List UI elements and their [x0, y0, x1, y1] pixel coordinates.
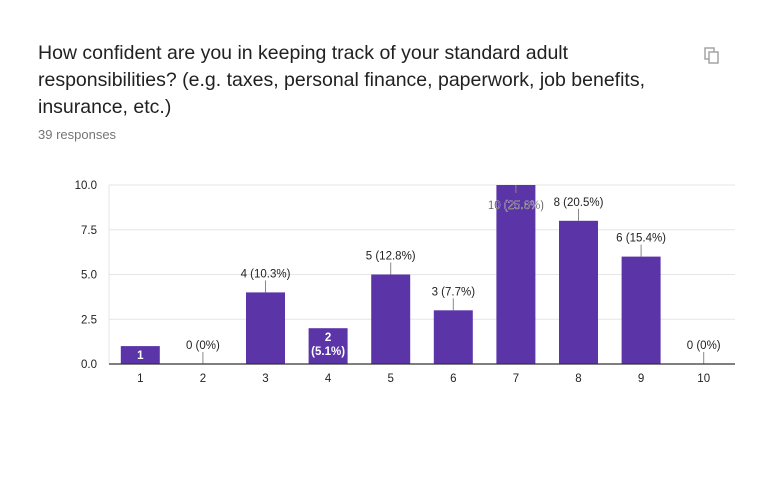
data-label: 6 (15.4%)	[616, 233, 666, 245]
copy-icon[interactable]	[702, 45, 722, 65]
data-label: 0 (0%)	[687, 340, 721, 352]
x-tick-label: 1	[137, 373, 143, 385]
data-label: 10 (25.6%)	[488, 200, 544, 212]
y-tick-label: 0.0	[81, 359, 97, 371]
x-tick-label: 2	[200, 373, 206, 385]
x-tick-label: 10	[697, 373, 710, 385]
y-tick-label: 2.5	[81, 314, 97, 326]
data-label: 4 (10.3%)	[241, 268, 291, 280]
bar	[246, 292, 285, 364]
bar	[496, 185, 536, 364]
question-title: How confident are you in keeping track o…	[38, 42, 646, 118]
bar	[559, 220, 598, 364]
y-tick-label: 10.0	[75, 180, 97, 192]
x-tick-label: 4	[325, 373, 332, 385]
data-label: (2.6%)	[123, 364, 157, 376]
bar	[120, 346, 160, 364]
y-tick-label: 7.5	[81, 225, 97, 237]
bar	[433, 310, 473, 364]
x-tick-label: 8	[575, 373, 581, 385]
x-tick-label: 9	[638, 373, 644, 385]
data-label: 3 (7.7%)	[432, 286, 476, 298]
data-label: 1	[137, 350, 144, 362]
bar	[371, 274, 411, 364]
x-tick-label: 5	[387, 373, 393, 385]
data-label: (5.1%)	[311, 346, 345, 358]
bar	[621, 256, 661, 364]
data-label: 5 (12.8%)	[366, 251, 416, 263]
data-label: 0 (0%)	[186, 340, 220, 352]
x-tick-label: 3	[262, 373, 268, 385]
y-tick-label: 5.0	[81, 270, 97, 282]
response-count: 39 responses	[38, 127, 117, 142]
bar	[308, 328, 348, 364]
x-tick-label: 7	[513, 373, 519, 385]
data-label: 2	[325, 332, 331, 344]
x-tick-label: 6	[450, 373, 456, 385]
data-label: 8 (20.5%)	[554, 197, 604, 209]
